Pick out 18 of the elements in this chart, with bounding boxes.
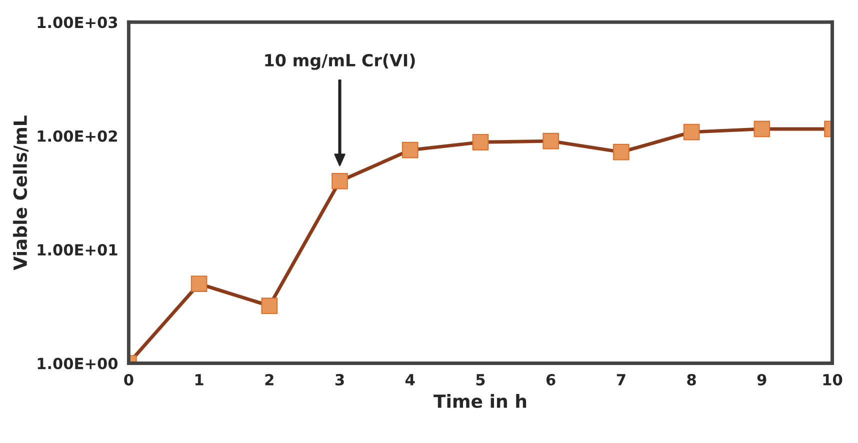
x-tick-label: 0 — [124, 374, 134, 386]
x-tick-label: 2 — [265, 374, 274, 386]
x-tick-label: 10 — [823, 374, 842, 386]
x-tick-label: 1 — [195, 374, 204, 386]
x-tick-label: 4 — [405, 374, 415, 386]
x-axis-title: Time in h — [434, 394, 526, 408]
y-tick-label: 1.00E+02 — [38, 130, 117, 142]
annotation: 10 mg/mL Cr(VI) — [265, 54, 415, 70]
y-tick-label: 1.00E+01 — [38, 244, 118, 256]
y-tick-label: 1.00E+00 — [38, 358, 118, 370]
y-axis-title: Viable Cells/mL — [13, 116, 28, 270]
x-tick-label: 5 — [476, 374, 485, 386]
y-tick-label: 1.00E+03 — [38, 16, 118, 28]
x-tick-label: 8 — [687, 374, 696, 386]
x-tick-label: 9 — [757, 374, 766, 386]
x-tick-label: 7 — [616, 374, 626, 386]
x-tick-label: 3 — [335, 374, 344, 386]
x-tick-label: 6 — [546, 374, 556, 386]
